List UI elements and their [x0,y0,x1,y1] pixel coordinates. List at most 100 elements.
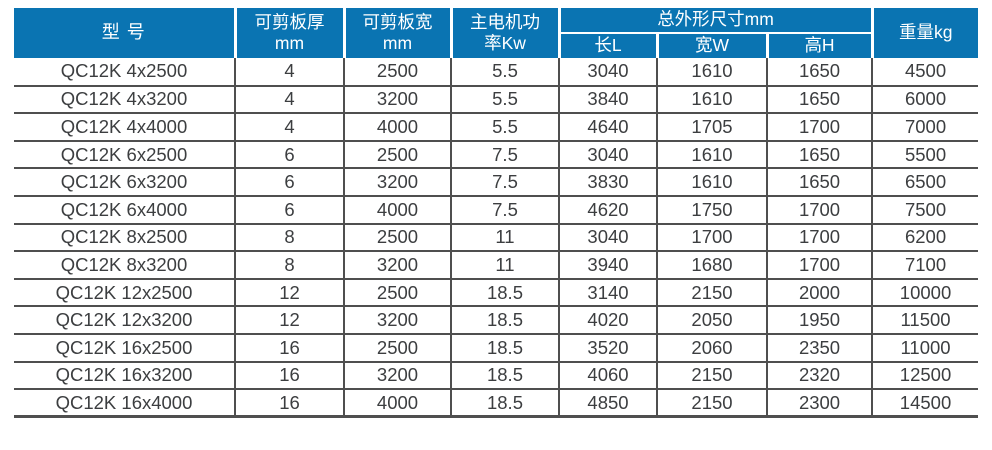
cell-shear-width-mm: 3200 [343,85,451,115]
header-row-main: 型 号 可剪板厚 mm 可剪板宽 mm 主电机功 率Kw 总外形尺寸mm 重量k… [14,8,979,58]
cell-length-l: 3040 [558,140,657,170]
cell-shear-width-mm: 4000 [343,113,451,142]
cell-motor-power-kw: 18.5 [450,306,559,335]
spec-table-body: QC12K 4x2500 4 2500 5.5 3040 1610 1650 4500 QC12… [14,58,979,419]
cell-length-l: 3940 [558,251,657,280]
header-model: 型 号 [14,8,237,58]
spec-table-container: 型 号 可剪板厚 mm 可剪板宽 mm 主电机功 率Kw 总外形尺寸mm 重量k… [14,8,979,419]
table-row: QC12K 6x3200 6 3200 7.5 3830 1610 1650 6500 [14,168,979,197]
cell-weight-kg: 6000 [871,85,979,115]
cell-model: QC12K 12x3200 [14,306,235,335]
cell-width-w: 1610 [656,85,767,115]
cell-height-h: 1700 [765,113,873,142]
cell-model: QC12K 6x4000 [14,195,235,225]
cell-width-w: 1610 [656,58,767,87]
cell-shear-width-mm: 4000 [343,195,451,225]
cell-height-h: 1650 [765,85,873,115]
table-row: QC12K 4x2500 4 2500 5.5 3040 1610 1650 4500 [14,58,979,87]
cell-shear-thickness-mm: 8 [234,251,344,280]
cell-model: QC12K 6x3200 [14,168,235,197]
cell-shear-width-mm: 3200 [343,168,451,197]
cell-weight-kg: 7500 [871,195,979,225]
cell-length-l: 4850 [558,389,657,419]
cell-model: QC12K 8x3200 [14,251,235,280]
cell-height-h: 2320 [765,361,873,391]
table-row: QC12K 6x2500 6 2500 7.5 3040 1610 1650 5500 [14,140,979,170]
cell-weight-kg: 5500 [871,140,979,170]
cell-model: QC12K 16x4000 [14,389,235,419]
cell-length-l: 3520 [558,333,657,363]
cell-weight-kg: 4500 [871,58,979,87]
table-row: QC12K 16x3200 16 3200 18.5 4060 2150 2320 12500 [14,361,979,391]
cell-motor-power-kw: 5.5 [450,113,559,142]
cell-shear-thickness-mm: 16 [234,333,344,363]
header-length-l: 长L [559,33,659,58]
cell-motor-power-kw: 5.5 [450,58,559,87]
spec-table-header: 型 号 可剪板厚 mm 可剪板宽 mm 主电机功 率Kw 总外形尺寸mm 重量k… [14,8,979,58]
header-weight: 重量kg [872,8,979,58]
cell-length-l: 3040 [558,58,657,87]
cell-width-w: 1705 [656,113,767,142]
cell-length-l: 3040 [558,223,657,253]
cell-width-w: 1680 [656,251,767,280]
cell-length-l: 4020 [558,306,657,335]
cell-model: QC12K 16x2500 [14,333,235,363]
cell-shear-width-mm: 3200 [343,361,451,391]
cell-motor-power-kw: 5.5 [450,85,559,115]
cell-weight-kg: 6500 [871,168,979,197]
cell-motor-power-kw: 11 [450,251,559,280]
table-row: QC12K 12x2500 12 2500 18.5 3140 2150 2000 10000 [14,278,979,308]
cell-shear-thickness-mm: 12 [234,278,344,308]
header-shear-thickness: 可剪板厚 mm [235,8,346,58]
cell-weight-kg: 6200 [871,223,979,253]
cell-height-h: 1700 [765,251,873,280]
header-height-h: 高H [767,33,874,58]
cell-motor-power-kw: 18.5 [450,389,559,419]
cell-height-h: 1950 [765,306,873,335]
cell-height-h: 2350 [765,333,873,363]
cell-length-l: 3830 [558,168,657,197]
cell-shear-thickness-mm: 16 [234,389,344,419]
spec-table: 型 号 可剪板厚 mm 可剪板宽 mm 主电机功 率Kw 总外形尺寸mm 重量k… [14,8,979,419]
cell-model: QC12K 8x2500 [14,223,235,253]
cell-weight-kg: 7000 [871,113,979,142]
cell-height-h: 1650 [765,58,873,87]
table-row: QC12K 16x4000 16 4000 18.5 4850 2150 2300 14500 [14,389,979,419]
cell-height-h: 2000 [765,278,873,308]
cell-shear-thickness-mm: 6 [234,195,344,225]
cell-width-w: 1610 [656,140,767,170]
cell-width-w: 2150 [656,361,767,391]
cell-shear-width-mm: 3200 [343,306,451,335]
cell-motor-power-kw: 18.5 [450,333,559,363]
table-row: QC12K 8x3200 8 3200 11 3940 1680 1700 7100 [14,251,979,280]
cell-width-w: 1750 [656,195,767,225]
cell-motor-power-kw: 18.5 [450,278,559,308]
header-row-sub: 长L 宽W 高H [14,33,978,58]
cell-weight-kg: 12500 [871,361,979,391]
table-row: QC12K 4x4000 4 4000 5.5 4640 1705 1700 7000 [14,113,979,142]
cell-width-w: 2150 [656,389,767,419]
cell-length-l: 4620 [558,195,657,225]
cell-weight-kg: 10000 [871,278,979,308]
cell-weight-kg: 11000 [871,333,979,363]
cell-motor-power-kw: 11 [450,223,559,253]
cell-width-w: 2060 [656,333,767,363]
cell-weight-kg: 11500 [871,306,979,335]
table-row: QC12K 4x3200 4 3200 5.5 3840 1610 1650 6000 [14,85,979,115]
cell-length-l: 3140 [558,278,657,308]
cell-model: QC12K 4x2500 [14,58,235,87]
cell-width-w: 2150 [656,278,767,308]
cell-height-h: 1650 [765,168,873,197]
cell-shear-width-mm: 2500 [343,140,451,170]
cell-model: QC12K 4x3200 [14,85,235,115]
cell-shear-width-mm: 2500 [343,278,451,308]
header-dimensions-group: 总外形尺寸mm [559,8,874,34]
table-row: QC12K 6x4000 6 4000 7.5 4620 1750 1700 7500 [14,195,979,225]
cell-motor-power-kw: 7.5 [450,195,559,225]
cell-model: QC12K 16x3200 [14,361,235,391]
table-row: QC12K 8x2500 8 2500 11 3040 1700 1700 6200 [14,223,979,253]
table-row: QC12K 12x3200 12 3200 18.5 4020 2050 1950 11500 [14,306,979,335]
cell-shear-width-mm: 2500 [343,223,451,253]
cell-length-l: 3840 [558,85,657,115]
cell-shear-thickness-mm: 6 [234,140,344,170]
